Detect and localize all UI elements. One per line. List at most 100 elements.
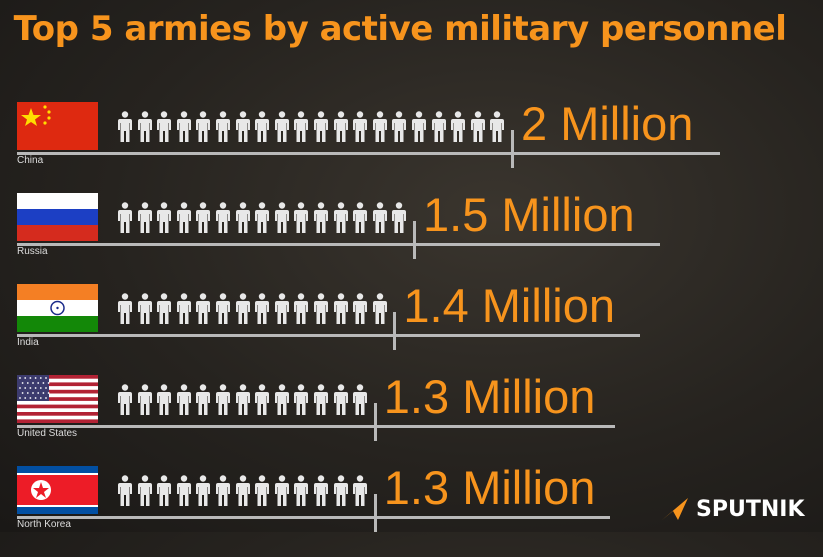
person-icon bbox=[137, 384, 153, 416]
india-flag bbox=[17, 284, 98, 332]
baseline bbox=[17, 334, 640, 337]
person-icon bbox=[156, 202, 172, 234]
sputnik-arrow-icon bbox=[662, 498, 688, 520]
person-icon bbox=[313, 475, 329, 507]
baseline bbox=[17, 152, 720, 155]
person-icon bbox=[352, 111, 368, 143]
person-icon bbox=[352, 475, 368, 507]
row-north-korea: North Korea 1.3 Million bbox=[0, 464, 823, 557]
baseline bbox=[17, 425, 615, 428]
person-icon bbox=[391, 202, 407, 234]
person-icon bbox=[254, 475, 270, 507]
person-icon bbox=[372, 202, 388, 234]
person-icon bbox=[274, 202, 290, 234]
person-icon bbox=[313, 384, 329, 416]
person-icon bbox=[235, 111, 251, 143]
person-icon bbox=[293, 293, 309, 325]
person-icon bbox=[235, 475, 251, 507]
person-icon bbox=[313, 111, 329, 143]
person-icon bbox=[313, 202, 329, 234]
person-icon bbox=[391, 111, 407, 143]
baseline bbox=[17, 516, 610, 519]
person-icon bbox=[117, 475, 133, 507]
row-russia: Russia 1.5 Million bbox=[0, 188, 823, 284]
person-icon bbox=[156, 475, 172, 507]
person-icon bbox=[235, 293, 251, 325]
person-icon bbox=[117, 293, 133, 325]
person-icon bbox=[411, 111, 427, 143]
person-icon bbox=[450, 111, 466, 143]
person-icon bbox=[293, 384, 309, 416]
person-icon bbox=[156, 111, 172, 143]
person-icon bbox=[352, 202, 368, 234]
person-icon bbox=[372, 293, 388, 325]
north-korea-flag bbox=[17, 466, 98, 514]
person-icon bbox=[372, 111, 388, 143]
person-icon bbox=[156, 293, 172, 325]
person-icon bbox=[215, 475, 231, 507]
russia-flag bbox=[17, 193, 98, 241]
person-icon bbox=[215, 384, 231, 416]
person-icon bbox=[176, 293, 192, 325]
person-icon bbox=[195, 293, 211, 325]
value-label: 1.4 Million bbox=[403, 279, 615, 332]
value-tick bbox=[393, 312, 397, 350]
person-icon bbox=[333, 293, 349, 325]
person-icon bbox=[274, 384, 290, 416]
country-label: India bbox=[17, 337, 39, 348]
person-icon bbox=[176, 475, 192, 507]
country-label: China bbox=[17, 155, 44, 166]
person-icon bbox=[333, 384, 349, 416]
person-icon bbox=[333, 111, 349, 143]
person-icon bbox=[293, 111, 309, 143]
person-icon bbox=[137, 475, 153, 507]
person-icon bbox=[117, 202, 133, 234]
sputnik-logo: SPUTNIK bbox=[660, 496, 805, 522]
person-icon bbox=[137, 202, 153, 234]
person-icon bbox=[313, 293, 329, 325]
person-icon bbox=[215, 293, 231, 325]
person-icon bbox=[254, 293, 270, 325]
person-icon bbox=[254, 202, 270, 234]
person-icon bbox=[254, 111, 270, 143]
person-icon bbox=[176, 384, 192, 416]
value-tick bbox=[373, 403, 377, 441]
person-icon bbox=[117, 384, 133, 416]
china-flag bbox=[17, 102, 98, 150]
brand-name: SPUTNIK bbox=[696, 496, 805, 522]
value-label: 2 Million bbox=[521, 97, 694, 150]
country-label: Russia bbox=[17, 246, 48, 257]
person-icon bbox=[195, 111, 211, 143]
person-icon bbox=[235, 384, 251, 416]
person-icon bbox=[137, 111, 153, 143]
baseline bbox=[17, 243, 660, 246]
chart-title: Top 5 armies by active military personne… bbox=[13, 9, 787, 49]
person-icon bbox=[254, 384, 270, 416]
person-icon bbox=[333, 475, 349, 507]
person-icon bbox=[352, 384, 368, 416]
person-icon bbox=[176, 111, 192, 143]
person-icon bbox=[489, 111, 505, 143]
person-icon bbox=[274, 111, 290, 143]
row-china: China 2 Million bbox=[0, 97, 823, 193]
country-label: North Korea bbox=[17, 519, 71, 530]
person-icon bbox=[137, 293, 153, 325]
person-icon bbox=[431, 111, 447, 143]
person-icon bbox=[274, 475, 290, 507]
person-icon bbox=[156, 384, 172, 416]
person-icon bbox=[274, 293, 290, 325]
person-icon bbox=[195, 202, 211, 234]
value-tick bbox=[373, 494, 377, 532]
row-india: India 1.4 Million bbox=[0, 279, 823, 375]
person-icon bbox=[352, 293, 368, 325]
value-label: 1.5 Million bbox=[423, 188, 635, 241]
person-icon bbox=[195, 475, 211, 507]
person-icon bbox=[215, 202, 231, 234]
person-icon bbox=[176, 202, 192, 234]
person-icon bbox=[470, 111, 486, 143]
row-united-states: United States 1.3 Million bbox=[0, 373, 823, 466]
person-icon bbox=[293, 475, 309, 507]
person-icon bbox=[333, 202, 349, 234]
person-icon bbox=[195, 384, 211, 416]
value-tick bbox=[511, 130, 514, 168]
